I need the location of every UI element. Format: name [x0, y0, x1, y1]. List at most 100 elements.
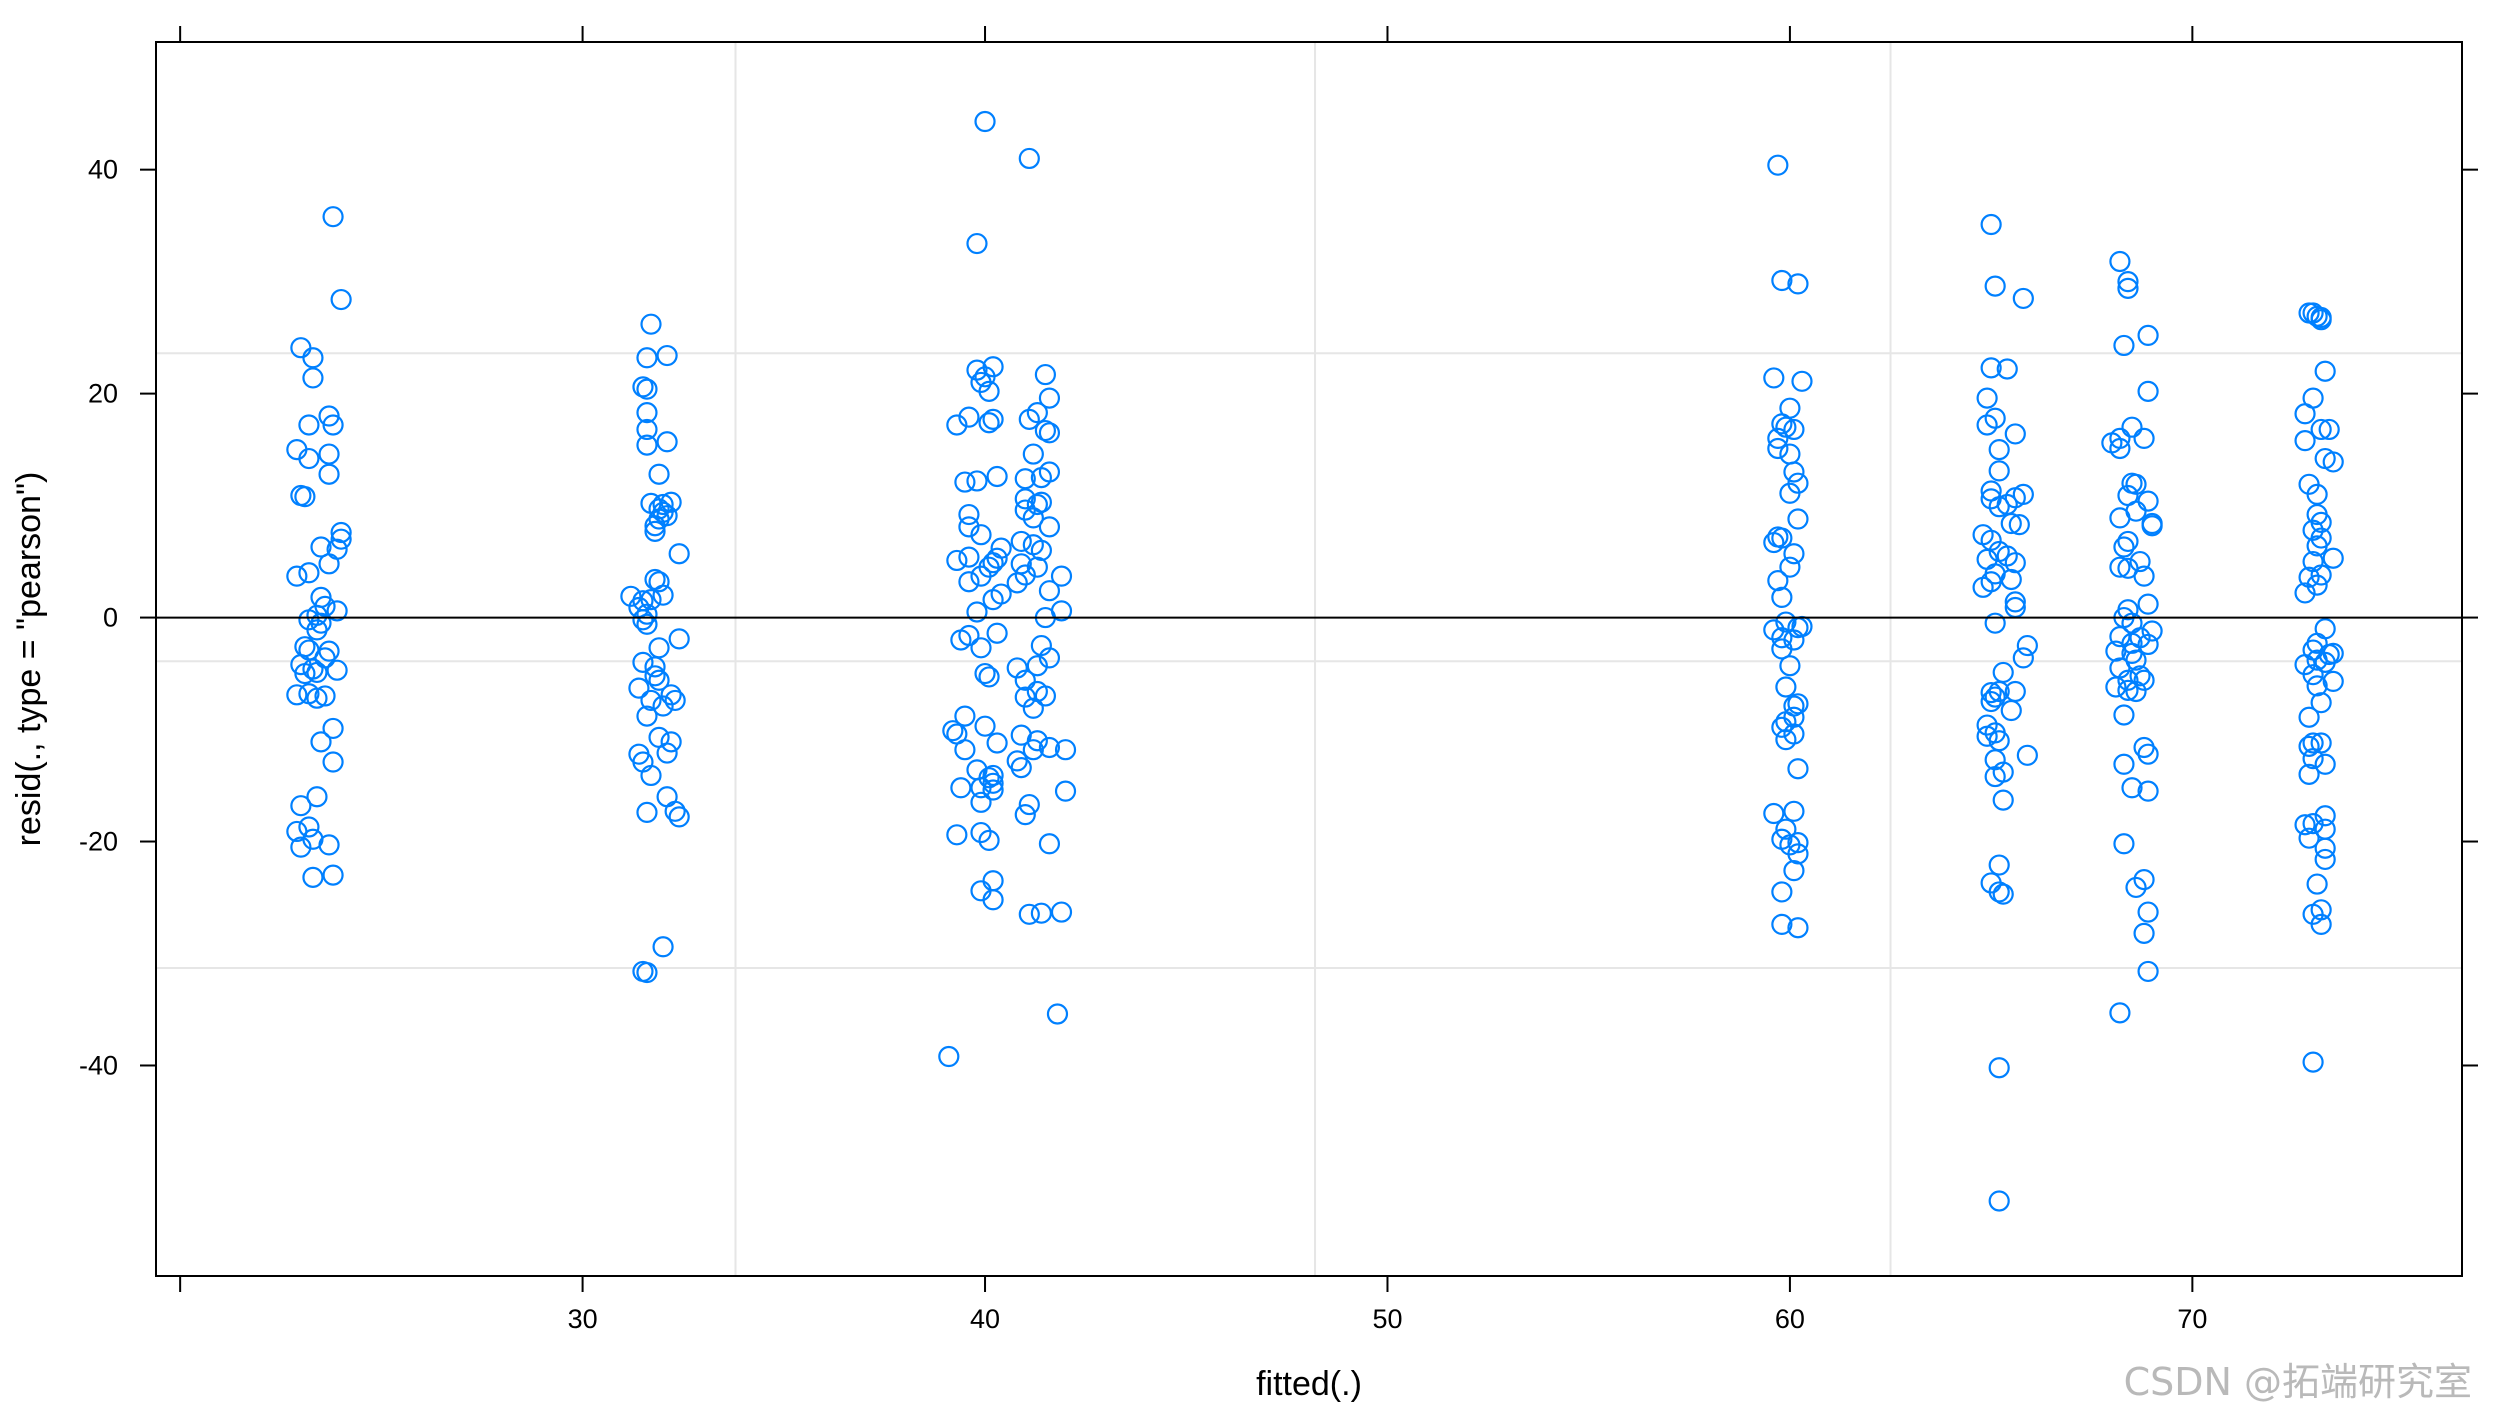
data-point [310, 731, 332, 753]
data-point [2012, 647, 2034, 669]
data-point [2141, 620, 2163, 642]
data-point [978, 380, 1000, 402]
data-point [1779, 655, 1801, 677]
axis-ticks [140, 26, 2478, 1292]
data-point [306, 687, 328, 709]
data-point [2117, 277, 2139, 299]
data-point [2000, 699, 2022, 722]
data-point [2302, 748, 2324, 770]
data-point [2000, 568, 2022, 591]
data-point [656, 505, 678, 527]
data-point [1779, 556, 1801, 578]
data-point [1779, 482, 1801, 504]
data-point [1787, 508, 1809, 530]
data-point [2121, 416, 2143, 438]
data-point [294, 486, 316, 508]
data-point [2109, 1002, 2131, 1024]
data-point [1038, 647, 1061, 669]
data-point [640, 689, 662, 712]
data-point [1984, 275, 2006, 297]
data-point [632, 651, 654, 673]
data-point [2137, 593, 2159, 615]
data-point [1988, 854, 2010, 876]
data-point [286, 684, 308, 706]
data-point [966, 601, 988, 623]
data-point [2306, 535, 2328, 557]
data-point [318, 443, 340, 465]
data-point [938, 1045, 960, 1068]
scatter-points [286, 110, 2344, 1212]
data-point [326, 600, 348, 622]
data-point [648, 637, 670, 659]
data-point [1984, 765, 2006, 788]
data-point [1034, 419, 1056, 442]
data-point [1771, 881, 1793, 903]
data-point [954, 471, 976, 493]
data-point [1771, 269, 1793, 292]
data-point [1787, 843, 1809, 865]
data-point [632, 609, 654, 631]
data-point [664, 689, 686, 712]
data-point [1771, 627, 1793, 649]
data-point [2113, 536, 2135, 558]
data-point [302, 347, 324, 369]
data-point [982, 889, 1004, 911]
data-point [2117, 679, 2139, 701]
data-point [1038, 387, 1061, 409]
data-point [970, 821, 992, 844]
data-point [1014, 468, 1036, 490]
data-point [2008, 514, 2030, 536]
data-point [1783, 461, 1805, 483]
data-point [298, 447, 320, 470]
data-point [2016, 744, 2038, 766]
data-point [2133, 565, 2155, 587]
y-tick-label: 20 [88, 379, 118, 409]
x-axis-title: fitted(.) [1256, 1365, 1362, 1403]
data-point [1018, 147, 1040, 170]
data-point [1038, 580, 1061, 602]
data-point [2302, 813, 2324, 835]
data-point [1996, 358, 2018, 380]
data-point [2306, 574, 2328, 596]
data-point [1022, 739, 1044, 761]
data-point [290, 836, 312, 858]
data-point [318, 553, 340, 575]
data-point [970, 637, 992, 659]
data-point [1038, 736, 1061, 759]
data-point [1779, 443, 1801, 465]
data-point [1992, 883, 2014, 905]
data-point [1980, 357, 2002, 379]
data-point [1018, 793, 1040, 816]
data-point [1014, 488, 1036, 510]
data-point [648, 571, 670, 593]
data-point [330, 528, 352, 550]
data-point [986, 465, 1008, 488]
data-point [620, 585, 642, 607]
data-point [1783, 418, 1805, 441]
data-point [2137, 633, 2159, 656]
data-point [1034, 685, 1056, 707]
data-point [322, 206, 344, 228]
data-point [1767, 154, 1789, 176]
data-point [326, 659, 348, 681]
data-point [2125, 473, 2147, 495]
data-point [2314, 651, 2336, 673]
data-point [1988, 439, 2010, 461]
grid-lines [156, 42, 2462, 1276]
data-point [302, 866, 324, 888]
data-point [1763, 367, 1785, 389]
data-point [2133, 736, 2155, 759]
data-point [2109, 556, 2131, 578]
data-point [1984, 686, 2006, 708]
data-point [310, 536, 332, 558]
data-point [2113, 334, 2135, 357]
data-point [1787, 758, 1809, 780]
data-point [318, 640, 340, 662]
data-point [314, 685, 336, 707]
data-point [290, 795, 312, 817]
data-point [322, 414, 344, 436]
data-point [1984, 612, 2006, 634]
data-point [648, 669, 670, 691]
data-point [640, 313, 662, 335]
